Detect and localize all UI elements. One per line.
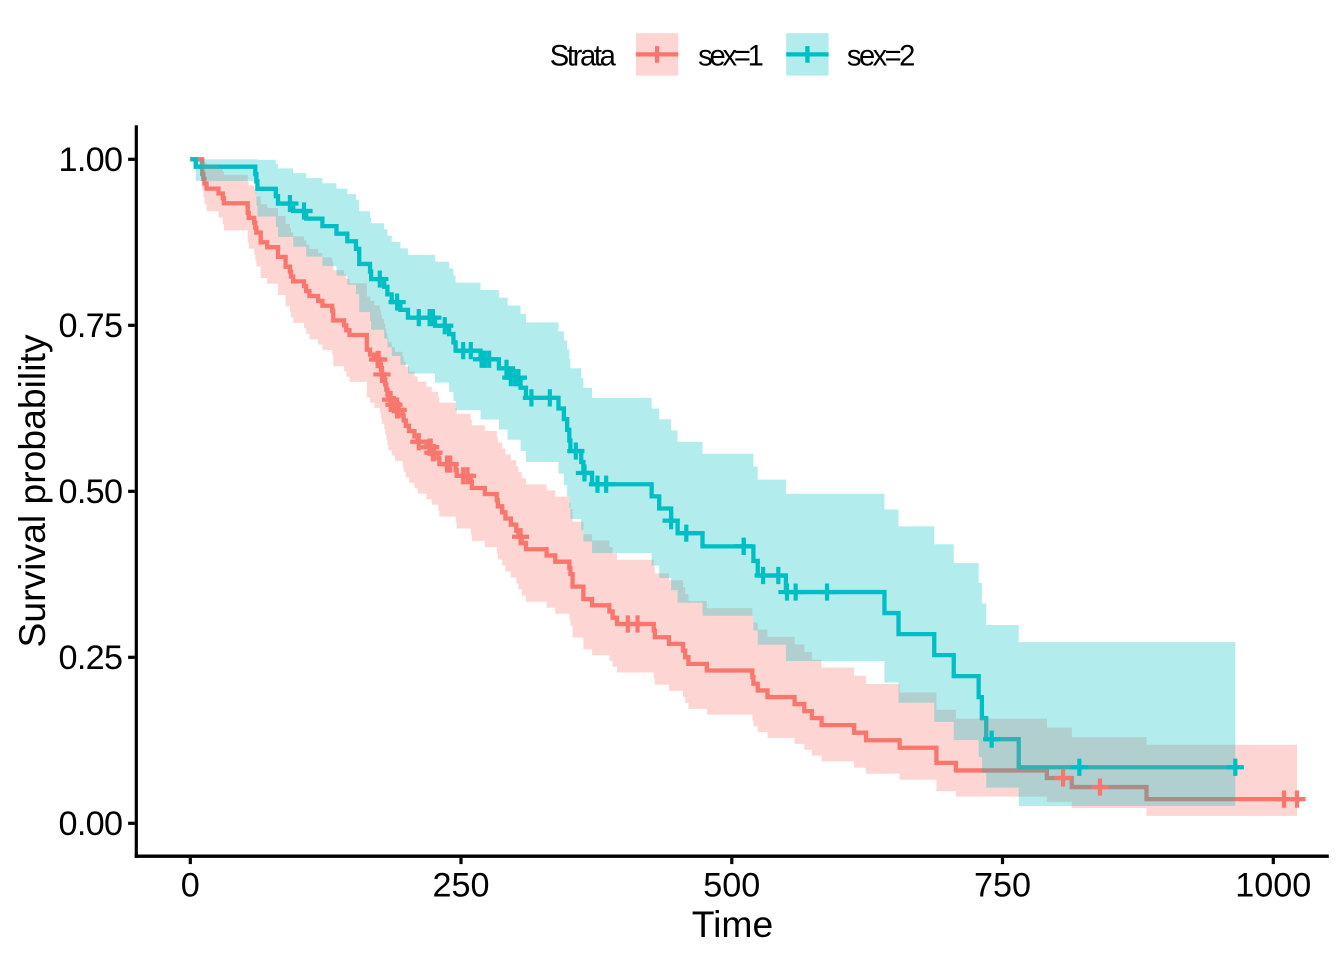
svg-text:0.00: 0.00 <box>59 805 124 843</box>
svg-text:1.00: 1.00 <box>59 141 124 179</box>
svg-text:0.75: 0.75 <box>59 307 124 345</box>
svg-text:sex=1: sex=1 <box>698 41 764 73</box>
svg-text:500: 500 <box>703 866 760 904</box>
svg-text:0: 0 <box>181 866 200 904</box>
svg-text:250: 250 <box>432 866 489 904</box>
svg-text:0.50: 0.50 <box>59 473 124 511</box>
svg-text:1000: 1000 <box>1235 866 1311 904</box>
svg-text:0.25: 0.25 <box>59 639 124 677</box>
svg-text:750: 750 <box>974 866 1031 904</box>
svg-text:sex=2: sex=2 <box>847 41 916 73</box>
svg-text:Time: Time <box>692 903 774 945</box>
svg-text:Survival probability: Survival probability <box>11 334 53 647</box>
svg-text:Strata: Strata <box>550 41 617 73</box>
